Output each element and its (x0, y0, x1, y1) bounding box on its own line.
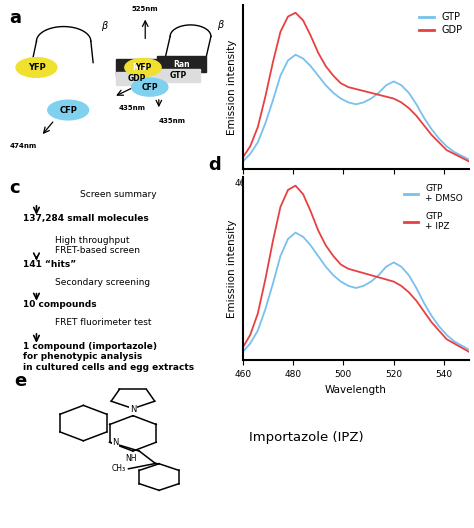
Text: CFP: CFP (59, 106, 77, 115)
Text: Ran: Ran (173, 60, 190, 69)
FancyBboxPatch shape (156, 69, 200, 82)
Text: CFP: CFP (141, 83, 158, 92)
Text: c: c (9, 179, 20, 197)
Text: 474nm: 474nm (9, 143, 36, 149)
Text: CH₃: CH₃ (112, 464, 126, 473)
Ellipse shape (16, 58, 57, 77)
Text: d: d (209, 156, 221, 174)
X-axis label: Wavelength: Wavelength (325, 384, 387, 394)
X-axis label: Wavelength: Wavelength (325, 193, 387, 203)
Text: Screen summary: Screen summary (80, 190, 156, 199)
Text: 141 “hits”: 141 “hits” (23, 260, 76, 269)
Text: Secondary screening: Secondary screening (55, 278, 150, 287)
FancyBboxPatch shape (116, 72, 159, 86)
FancyBboxPatch shape (116, 59, 165, 76)
Legend: GTP
+ DMSO, GTP
+ IPZ: GTP + DMSO, GTP + IPZ (402, 182, 465, 233)
Y-axis label: Emission intensity: Emission intensity (227, 40, 237, 135)
FancyBboxPatch shape (156, 56, 206, 72)
Text: GTP: GTP (170, 71, 187, 80)
Text: 525nm: 525nm (132, 6, 158, 12)
Legend: GTP, GDP: GTP, GDP (417, 10, 465, 37)
Text: N: N (112, 438, 118, 447)
Text: High throughput
FRET-based screen: High throughput FRET-based screen (55, 236, 139, 255)
Text: β: β (101, 22, 108, 32)
Text: 1 compound (importazole)
for phenotypic analysis
in cultured cells and egg extra: 1 compound (importazole) for phenotypic … (23, 342, 194, 372)
Text: N: N (130, 405, 136, 414)
Ellipse shape (125, 59, 161, 77)
Text: Ran: Ran (132, 63, 149, 72)
Text: b: b (209, 0, 221, 2)
Text: e: e (14, 372, 26, 390)
Text: Importazole (IPZ): Importazole (IPZ) (249, 431, 364, 445)
Y-axis label: Emissiion intensity: Emissiion intensity (227, 220, 237, 318)
Text: 435nm: 435nm (159, 118, 186, 124)
Text: YFP: YFP (135, 63, 151, 72)
Text: 10 compounds: 10 compounds (23, 300, 97, 309)
Text: β: β (217, 20, 223, 30)
Text: YFP: YFP (27, 63, 46, 72)
Text: 435nm: 435nm (118, 105, 145, 111)
Text: NH: NH (126, 454, 137, 463)
Text: FRET fluorimeter test: FRET fluorimeter test (55, 318, 151, 327)
Text: GDP: GDP (128, 74, 146, 83)
Text: 137,284 small molecules: 137,284 small molecules (23, 214, 149, 223)
Text: a: a (9, 8, 21, 26)
Ellipse shape (48, 100, 89, 120)
Ellipse shape (132, 78, 168, 96)
